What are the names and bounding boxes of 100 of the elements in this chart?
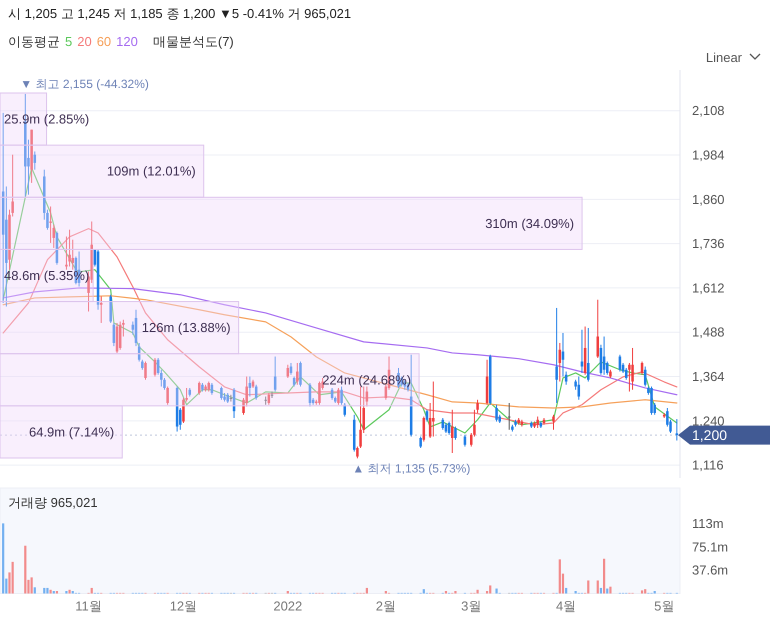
candlestick (296, 362, 299, 386)
candlestick (618, 354, 622, 372)
bar (565, 588, 568, 594)
bar (12, 562, 14, 594)
candlestick (274, 356, 276, 392)
bar (602, 558, 606, 594)
y-tick-label: 1,116 (692, 458, 724, 473)
candlestick (422, 416, 426, 442)
text: 매물분석도(7) (152, 34, 234, 49)
candlestick (419, 436, 422, 448)
candlestick (495, 404, 498, 422)
candlestick (454, 426, 457, 440)
candlestick (337, 387, 340, 406)
candlestick (166, 386, 169, 406)
candlestick (464, 434, 466, 448)
candlestick (343, 402, 346, 418)
y-tick-label: 2,108 (692, 103, 725, 118)
candlestick (578, 376, 580, 400)
bar (0, 353, 420, 406)
x-tick-label: 12월 (170, 598, 198, 614)
candlestick (299, 361, 302, 388)
candlestick (640, 361, 644, 376)
candlestick (268, 392, 270, 406)
candlestick (536, 416, 539, 428)
y-tick-label: 1,364 (692, 369, 725, 384)
candlestick (138, 342, 140, 362)
text: Linear (706, 50, 743, 65)
y-tick-label: 37.6m (692, 562, 728, 578)
annotation: ▼ 최고 2,155 (-44.32%) (20, 76, 149, 91)
x-tick-label: 4월 (556, 598, 576, 614)
bar (558, 559, 561, 594)
candlestick (49, 206, 52, 244)
candlestick (198, 381, 201, 396)
candlestick (631, 347, 634, 390)
y-tick-label: 113m (692, 516, 724, 531)
candlestick (248, 376, 252, 398)
candlestick (628, 362, 631, 392)
ref-line-label: 1,200 (692, 427, 728, 444)
candlestick (552, 414, 555, 430)
text: 거래량 965,021 (8, 495, 98, 510)
legend: 이동평균 5 20 60 120 (8, 34, 138, 49)
candlestick (580, 329, 584, 374)
candlestick (144, 361, 147, 380)
bar (90, 588, 93, 594)
candlestick (34, 150, 36, 170)
y-tick-label: 1,240 (692, 413, 725, 428)
bar (24, 546, 26, 594)
annotation: 64.9m (7.14%) (28, 424, 114, 440)
bar (606, 588, 608, 594)
candlestick (226, 392, 229, 404)
bar (366, 588, 368, 594)
y-tick-label: 1,736 (692, 236, 725, 252)
bar (587, 580, 590, 594)
candlestick (432, 381, 435, 438)
bar (0, 301, 240, 354)
chart-title: 시 1,205 고 1,245 저 1,185 종 1,200 ▼5 -0.41% 거 965,021 (8, 6, 352, 21)
candlestick (264, 396, 267, 406)
candlestick (112, 322, 116, 347)
candlestick (318, 381, 321, 406)
line-series (2, 295, 678, 409)
candlestick (508, 402, 510, 430)
candlestick (118, 321, 122, 350)
bar (644, 589, 646, 594)
candlestick (330, 387, 334, 400)
candlestick (555, 307, 558, 404)
bar (0, 405, 123, 458)
annotation: 310m (34.09%) (485, 216, 574, 231)
candlestick (451, 409, 454, 454)
bar (34, 587, 36, 594)
candlestick (207, 381, 210, 392)
candlestick (444, 422, 448, 434)
candlestick (426, 409, 428, 422)
bar (596, 580, 599, 594)
candlestick (286, 364, 290, 378)
bar (609, 586, 612, 594)
candlestick (220, 386, 223, 400)
annotation: 109m (12.01%) (106, 164, 196, 179)
candlestick (562, 332, 564, 378)
candlestick (558, 342, 562, 382)
line-series (2, 287, 678, 396)
bar (46, 588, 49, 594)
bar (495, 588, 498, 594)
candlestick (602, 336, 606, 376)
candlestick (340, 386, 343, 406)
x-tick-label: 2022 (273, 598, 302, 614)
x-tick-label: 2월 (376, 598, 396, 614)
annotation: 126m (13.88%) (142, 320, 231, 336)
candlestick (476, 399, 479, 414)
candlestick (308, 382, 312, 408)
bar (422, 589, 425, 594)
bar (0, 144, 204, 198)
bar (600, 588, 602, 594)
y-tick-label: 75.1m (692, 539, 728, 554)
candlestick (68, 229, 71, 267)
candlestick (154, 357, 156, 378)
candlestick (644, 366, 646, 388)
candlestick (587, 327, 590, 382)
candlestick (442, 417, 444, 430)
y-tick-label: 1,488 (692, 324, 725, 340)
candlestick (290, 362, 292, 376)
